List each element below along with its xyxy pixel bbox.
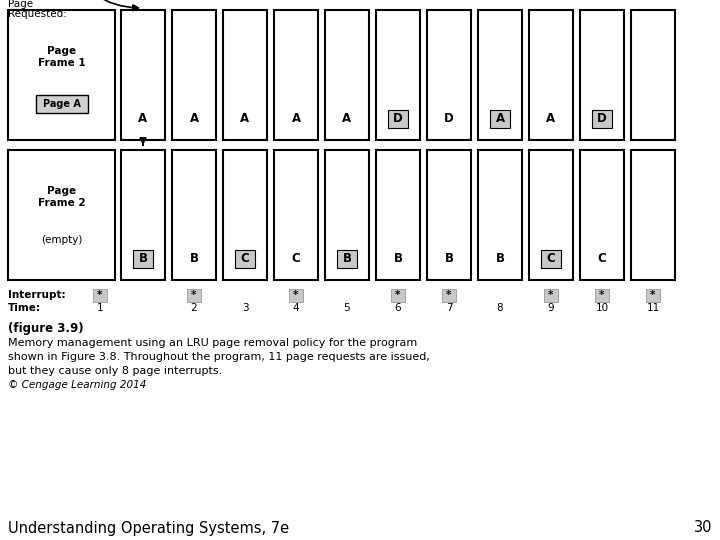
Text: 6: 6 — [395, 303, 401, 313]
Text: Page: Page — [8, 0, 33, 9]
Bar — [35, 95, 88, 113]
Text: but they cause only 8 page interrupts.: but they cause only 8 page interrupts. — [8, 366, 222, 376]
Text: C: C — [292, 253, 300, 266]
Text: *: * — [192, 290, 197, 300]
Bar — [529, 150, 573, 280]
Bar — [133, 250, 153, 268]
Bar — [93, 288, 107, 301]
Bar — [427, 150, 471, 280]
Text: *: * — [293, 290, 299, 300]
Bar — [580, 150, 624, 280]
Bar — [289, 288, 303, 301]
Bar — [8, 10, 115, 140]
Bar — [580, 10, 624, 140]
Text: Page
Frame 1: Page Frame 1 — [37, 46, 85, 68]
Bar — [541, 250, 561, 268]
Text: 3: 3 — [242, 303, 248, 313]
Text: B: B — [444, 253, 454, 266]
Bar — [442, 288, 456, 301]
Text: Page
Frame 2: Page Frame 2 — [37, 186, 85, 208]
Text: C: C — [546, 253, 555, 266]
Bar — [376, 10, 420, 140]
Bar — [490, 110, 510, 128]
Text: 7: 7 — [446, 303, 452, 313]
Text: B: B — [189, 253, 199, 266]
Text: Page A: Page A — [42, 99, 81, 109]
Text: shown in Figure 3.8. Throughout the program, 11 page requests are issued,: shown in Figure 3.8. Throughout the prog… — [8, 352, 430, 362]
Text: *: * — [549, 290, 554, 300]
Text: B: B — [394, 253, 402, 266]
Bar — [529, 10, 573, 140]
Bar — [187, 288, 201, 301]
Bar — [337, 250, 357, 268]
Text: A: A — [292, 112, 300, 125]
Text: C: C — [598, 253, 606, 266]
Text: Time:: Time: — [8, 303, 41, 313]
Bar — [391, 288, 405, 301]
Text: 1: 1 — [96, 303, 103, 313]
Text: 4: 4 — [293, 303, 300, 313]
Bar — [595, 288, 609, 301]
Text: B: B — [138, 253, 148, 266]
Text: B: B — [495, 253, 505, 266]
Bar — [223, 150, 267, 280]
Bar — [646, 288, 660, 301]
Text: 10: 10 — [595, 303, 608, 313]
Text: A: A — [495, 112, 505, 125]
Text: Memory management using an LRU page removal policy for the program: Memory management using an LRU page remo… — [8, 338, 418, 348]
Bar — [388, 110, 408, 128]
Text: D: D — [597, 112, 607, 125]
Text: Requested:: Requested: — [8, 9, 67, 19]
Text: Understanding Operating Systems, 7e: Understanding Operating Systems, 7e — [8, 521, 289, 536]
Text: A: A — [138, 112, 148, 125]
Text: *: * — [599, 290, 605, 300]
Bar — [544, 288, 558, 301]
Bar — [223, 10, 267, 140]
Text: A: A — [240, 112, 250, 125]
Text: *: * — [650, 290, 656, 300]
Text: B: B — [343, 253, 351, 266]
Text: 8: 8 — [497, 303, 503, 313]
Bar — [478, 150, 522, 280]
Bar — [325, 150, 369, 280]
Text: A: A — [189, 112, 199, 125]
Bar — [235, 250, 255, 268]
Bar — [121, 150, 165, 280]
Text: A: A — [546, 112, 556, 125]
Text: D: D — [444, 112, 454, 125]
Bar — [172, 150, 216, 280]
Bar — [376, 150, 420, 280]
Text: *: * — [97, 290, 103, 300]
Bar — [172, 10, 216, 140]
Text: 9: 9 — [548, 303, 554, 313]
Text: 30: 30 — [693, 521, 712, 536]
Text: (figure 3.9): (figure 3.9) — [8, 322, 84, 335]
Text: 11: 11 — [647, 303, 660, 313]
Bar — [592, 110, 612, 128]
Bar — [274, 10, 318, 140]
Text: Interrupt:: Interrupt: — [8, 290, 66, 300]
Text: D: D — [393, 112, 403, 125]
Bar — [631, 150, 675, 280]
Text: 2: 2 — [191, 303, 197, 313]
Bar — [478, 10, 522, 140]
Text: A: A — [343, 112, 351, 125]
Text: (empty): (empty) — [41, 235, 82, 245]
Bar — [121, 10, 165, 140]
Bar — [427, 10, 471, 140]
Bar — [8, 150, 115, 280]
Text: C: C — [240, 253, 249, 266]
Text: © Cengage Learning 2014: © Cengage Learning 2014 — [8, 380, 146, 390]
Text: *: * — [446, 290, 451, 300]
Text: *: * — [395, 290, 401, 300]
Text: 5: 5 — [343, 303, 351, 313]
Bar — [325, 10, 369, 140]
Bar — [274, 150, 318, 280]
Bar — [631, 10, 675, 140]
